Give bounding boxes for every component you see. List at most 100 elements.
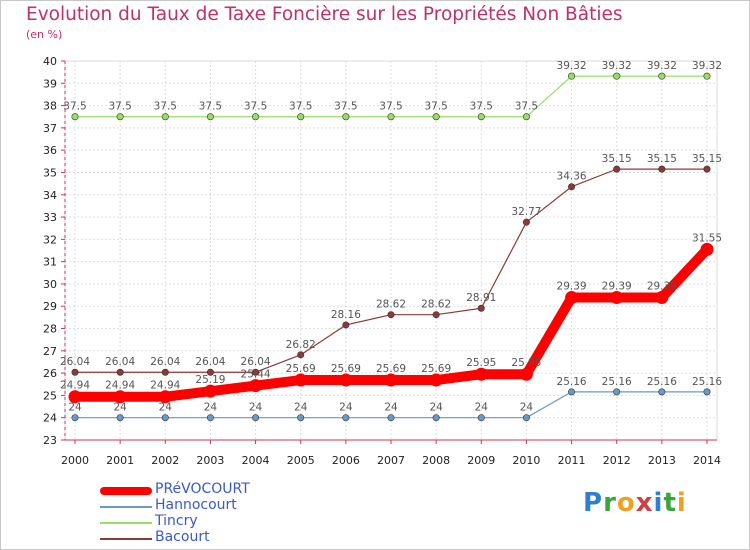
x-tick-label: 2006 — [332, 454, 360, 467]
data-point — [71, 414, 79, 422]
x-tick-label: 2007 — [377, 454, 405, 467]
data-label: 26.04 — [105, 356, 135, 368]
data-point — [158, 390, 172, 404]
data-point — [297, 351, 305, 359]
data-point — [519, 367, 533, 381]
data-point — [249, 379, 263, 393]
data-point — [116, 368, 124, 376]
data-point — [655, 291, 669, 305]
chart-title: Evolution du Taux de Taxe Foncière sur l… — [26, 4, 623, 25]
data-point — [703, 388, 711, 396]
y-tick-label: 28 — [43, 323, 57, 336]
data-point — [613, 165, 621, 173]
data-point — [474, 367, 488, 381]
data-point — [703, 72, 711, 80]
data-label: 29.39 — [647, 281, 677, 293]
data-label: 25.16 — [557, 376, 587, 388]
data-point — [206, 414, 214, 422]
data-point — [297, 113, 305, 121]
data-label: 25.16 — [692, 376, 722, 388]
data-label: 35.15 — [647, 153, 677, 165]
data-point — [203, 384, 217, 398]
data-point — [610, 291, 624, 305]
data-label: 24 — [429, 402, 443, 414]
data-point — [387, 113, 395, 121]
data-point — [294, 373, 308, 387]
x-tick-label: 2004 — [242, 454, 270, 467]
data-label: 31.55 — [692, 232, 722, 244]
data-label: 25.16 — [647, 376, 677, 388]
data-label: 37.5 — [470, 101, 493, 113]
x-tick-label: 2010 — [512, 454, 540, 467]
data-label: 28.91 — [466, 292, 496, 304]
data-point — [113, 390, 127, 404]
data-label: 25.44 — [241, 369, 271, 381]
data-label: 37.5 — [334, 101, 357, 113]
y-tick-label: 26 — [43, 367, 57, 380]
x-tick-label: 2012 — [603, 454, 631, 467]
data-label: 35.15 — [692, 153, 722, 165]
data-point — [658, 72, 666, 80]
y-tick-label: 24 — [43, 412, 57, 425]
y-tick-label: 32 — [43, 233, 57, 246]
x-tick-label: 2011 — [558, 454, 586, 467]
data-label: 35.15 — [602, 153, 632, 165]
data-label: 37.5 — [379, 101, 402, 113]
data-point — [477, 414, 485, 422]
data-label: 26.04 — [150, 356, 180, 368]
data-point — [342, 414, 350, 422]
data-label: 28.62 — [376, 299, 406, 311]
data-label: 25.69 — [331, 363, 361, 375]
data-point — [68, 390, 82, 404]
data-label: 25.69 — [376, 363, 406, 375]
data-label: 37.5 — [289, 101, 312, 113]
legend-label-bacourt: Bacourt — [155, 529, 210, 545]
data-label: 25.16 — [602, 376, 632, 388]
legend-label-hannocourt: Hannocourt — [155, 497, 237, 513]
data-label: 37.5 — [154, 101, 177, 113]
data-point — [387, 311, 395, 319]
data-label: 28.16 — [331, 309, 361, 321]
y-axis-unit: (en %) — [26, 28, 63, 41]
data-point — [206, 113, 214, 121]
y-tick-label: 38 — [43, 100, 57, 113]
data-label: 26.82 — [286, 339, 316, 351]
data-label: 39.32 — [602, 60, 632, 72]
legend-swatch-hannocourt — [100, 506, 152, 508]
y-tick-label: 31 — [43, 256, 57, 269]
data-point — [700, 242, 714, 256]
data-point — [252, 414, 260, 422]
data-point — [658, 388, 666, 396]
x-tick-label: 2002 — [151, 454, 179, 467]
x-tick-label: 2001 — [106, 454, 134, 467]
data-point — [522, 113, 530, 121]
y-tick-label: 23 — [43, 434, 57, 447]
data-point — [297, 414, 305, 422]
data-label: 28.62 — [421, 299, 451, 311]
data-label: 26.04 — [241, 356, 271, 368]
data-point — [252, 368, 260, 376]
data-point — [432, 311, 440, 319]
y-tick-label: 40 — [43, 55, 57, 68]
data-label: 26.04 — [60, 356, 90, 368]
data-point — [342, 321, 350, 329]
data-point — [71, 113, 79, 121]
data-label: 24 — [339, 402, 353, 414]
x-tick-label: 2003 — [196, 454, 224, 467]
y-tick-label: 27 — [43, 345, 57, 358]
data-point — [568, 72, 576, 80]
data-point — [477, 113, 485, 121]
data-label: 26.04 — [195, 356, 225, 368]
y-tick-label: 25 — [43, 389, 57, 402]
data-label: 29.39 — [602, 281, 632, 293]
data-point — [477, 304, 485, 312]
data-label: 32.77 — [511, 206, 541, 218]
data-point — [613, 72, 621, 80]
data-label: 24 — [113, 402, 127, 414]
data-point — [206, 368, 214, 376]
data-point — [429, 373, 443, 387]
y-tick-label: 37 — [43, 122, 57, 135]
legend-swatch-bacourt — [100, 538, 152, 540]
